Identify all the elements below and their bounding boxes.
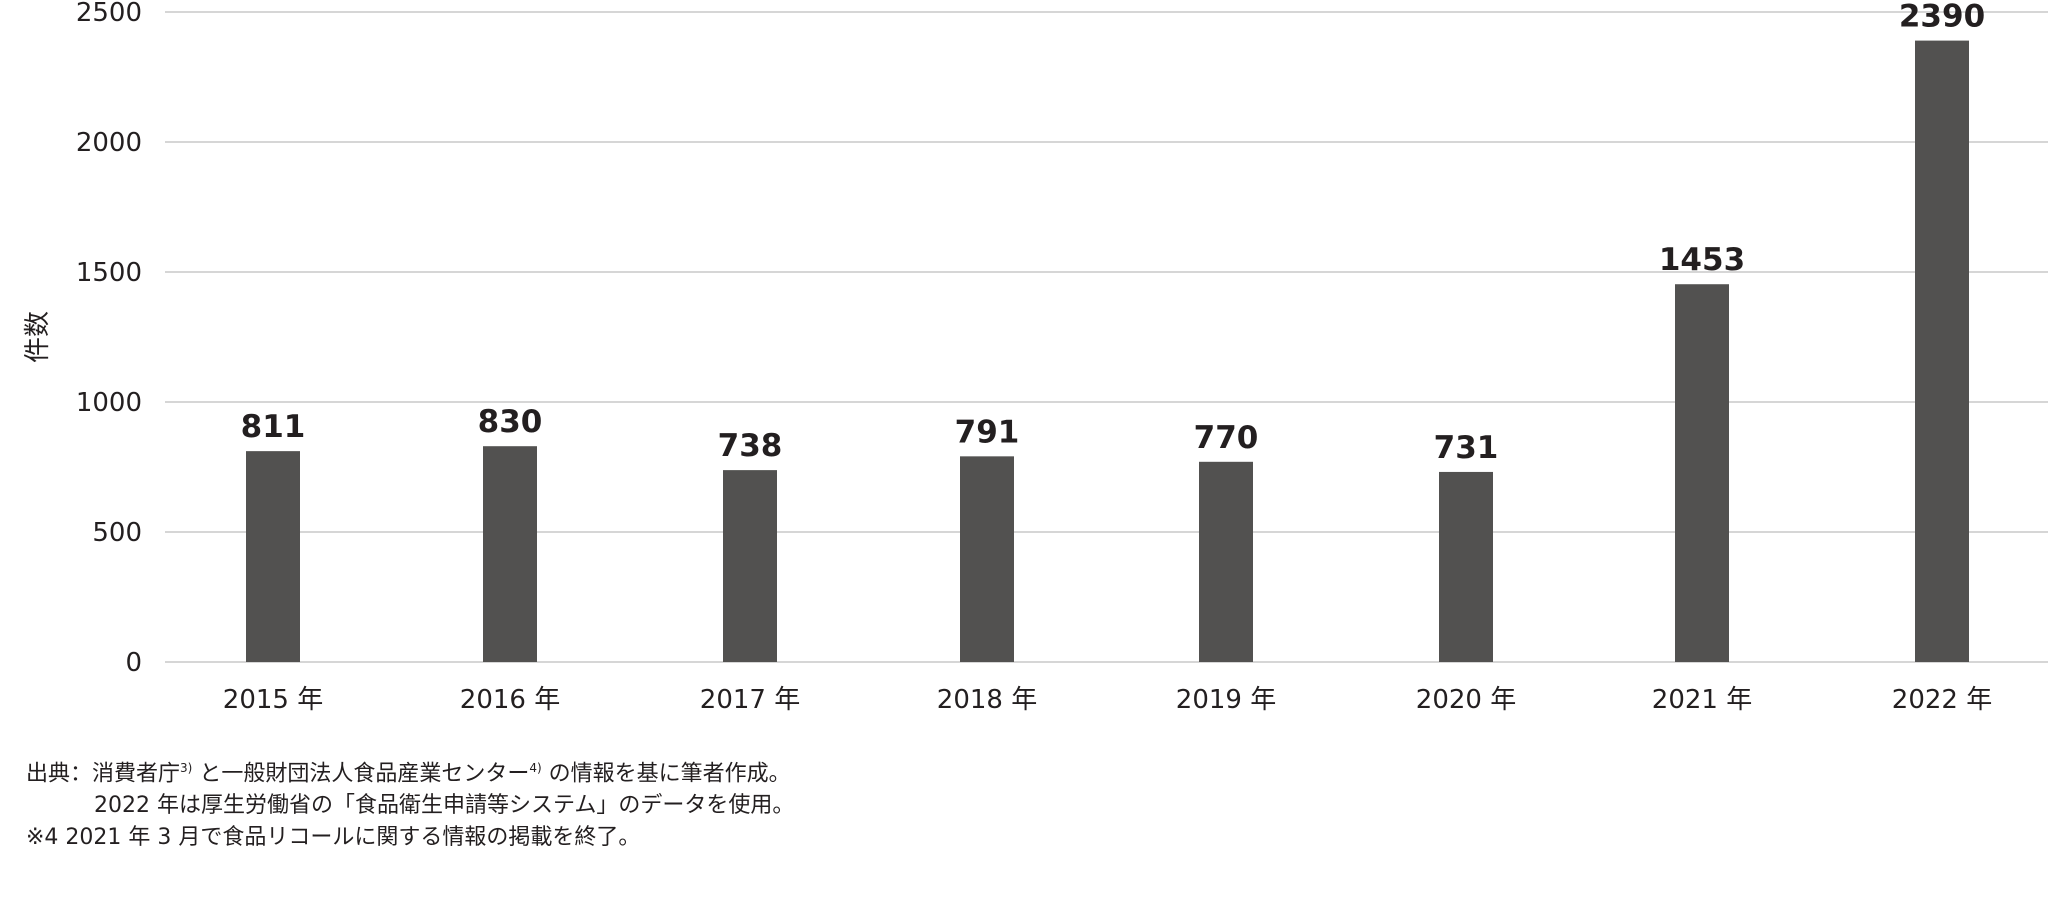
x-tick-label: 2020 年 bbox=[1416, 685, 1516, 715]
bars bbox=[246, 40, 1969, 663]
bar bbox=[723, 470, 777, 662]
source-note-line-3: ※4 2021 年 3 月で食品リコールに関する情報の掲載を終了。 bbox=[26, 825, 641, 851]
x-tick-label: 2018 年 bbox=[937, 685, 1037, 715]
bar-chart: 0 500 1000 1500 2000 2500 811 830 738 791 770 731 1… bbox=[23, 0, 2048, 715]
y-tick-label: 0 bbox=[125, 648, 142, 678]
data-labels: 811 830 738 791 770 731 1453 2390 bbox=[241, 0, 1986, 466]
x-tick-label: 2022 年 bbox=[1892, 685, 1992, 715]
data-label: 811 bbox=[241, 409, 306, 445]
source-text: 出典：消費者庁 bbox=[26, 761, 181, 787]
bar bbox=[1199, 461, 1253, 662]
y-axis-ticks: 0 500 1000 1500 2000 2500 bbox=[76, 0, 142, 678]
data-label: 731 bbox=[1434, 430, 1499, 466]
data-label: 830 bbox=[478, 404, 543, 440]
bar bbox=[483, 446, 537, 662]
x-tick-label: 2019 年 bbox=[1176, 685, 1276, 715]
reference-4: 4) bbox=[529, 761, 542, 775]
y-tick-label: 2500 bbox=[76, 0, 142, 28]
data-label: 770 bbox=[1194, 420, 1259, 456]
source-text: と一般財団法人食品産業センター bbox=[192, 761, 530, 787]
y-tick-label: 1000 bbox=[76, 388, 142, 418]
reference-3: 3) bbox=[180, 761, 193, 775]
bar bbox=[1675, 284, 1729, 662]
y-tick-label: 2000 bbox=[76, 128, 142, 158]
source-text: の情報を基に筆者作成。 bbox=[541, 761, 791, 787]
data-label: 791 bbox=[955, 414, 1020, 450]
y-tick-label: 500 bbox=[92, 518, 142, 548]
gridlines bbox=[165, 11, 2048, 663]
source-note-line-2: 2022 年は厚生労働省の「食品衛生申請等システム」のデータを使用。 bbox=[94, 793, 795, 819]
x-tick-label: 2017 年 bbox=[700, 685, 800, 715]
bar bbox=[960, 456, 1014, 662]
x-axis-ticks: 2015 年 2016 年 2017 年 2018 年 2019 年 2020 年 2021… bbox=[223, 685, 1992, 715]
data-label: 738 bbox=[718, 428, 783, 464]
data-label: 2390 bbox=[1899, 0, 1985, 35]
x-tick-label: 2015 年 bbox=[223, 685, 323, 715]
y-tick-label: 1500 bbox=[76, 258, 142, 288]
y-axis-label: 件数 bbox=[23, 311, 53, 363]
data-label: 1453 bbox=[1659, 242, 1745, 278]
x-tick-label: 2021 年 bbox=[1652, 685, 1752, 715]
bar bbox=[1439, 471, 1493, 662]
bar bbox=[246, 451, 300, 662]
bar bbox=[1915, 40, 1969, 663]
x-tick-label: 2016 年 bbox=[460, 685, 560, 715]
source-note-line-1: 出典：消費者庁3) と一般財団法人食品産業センター4) の情報を基に筆者作成。 bbox=[26, 752, 794, 790]
source-notes: 出典：消費者庁3) と一般財団法人食品産業センター4) の情報を基に筆者作成。 … bbox=[26, 752, 794, 854]
